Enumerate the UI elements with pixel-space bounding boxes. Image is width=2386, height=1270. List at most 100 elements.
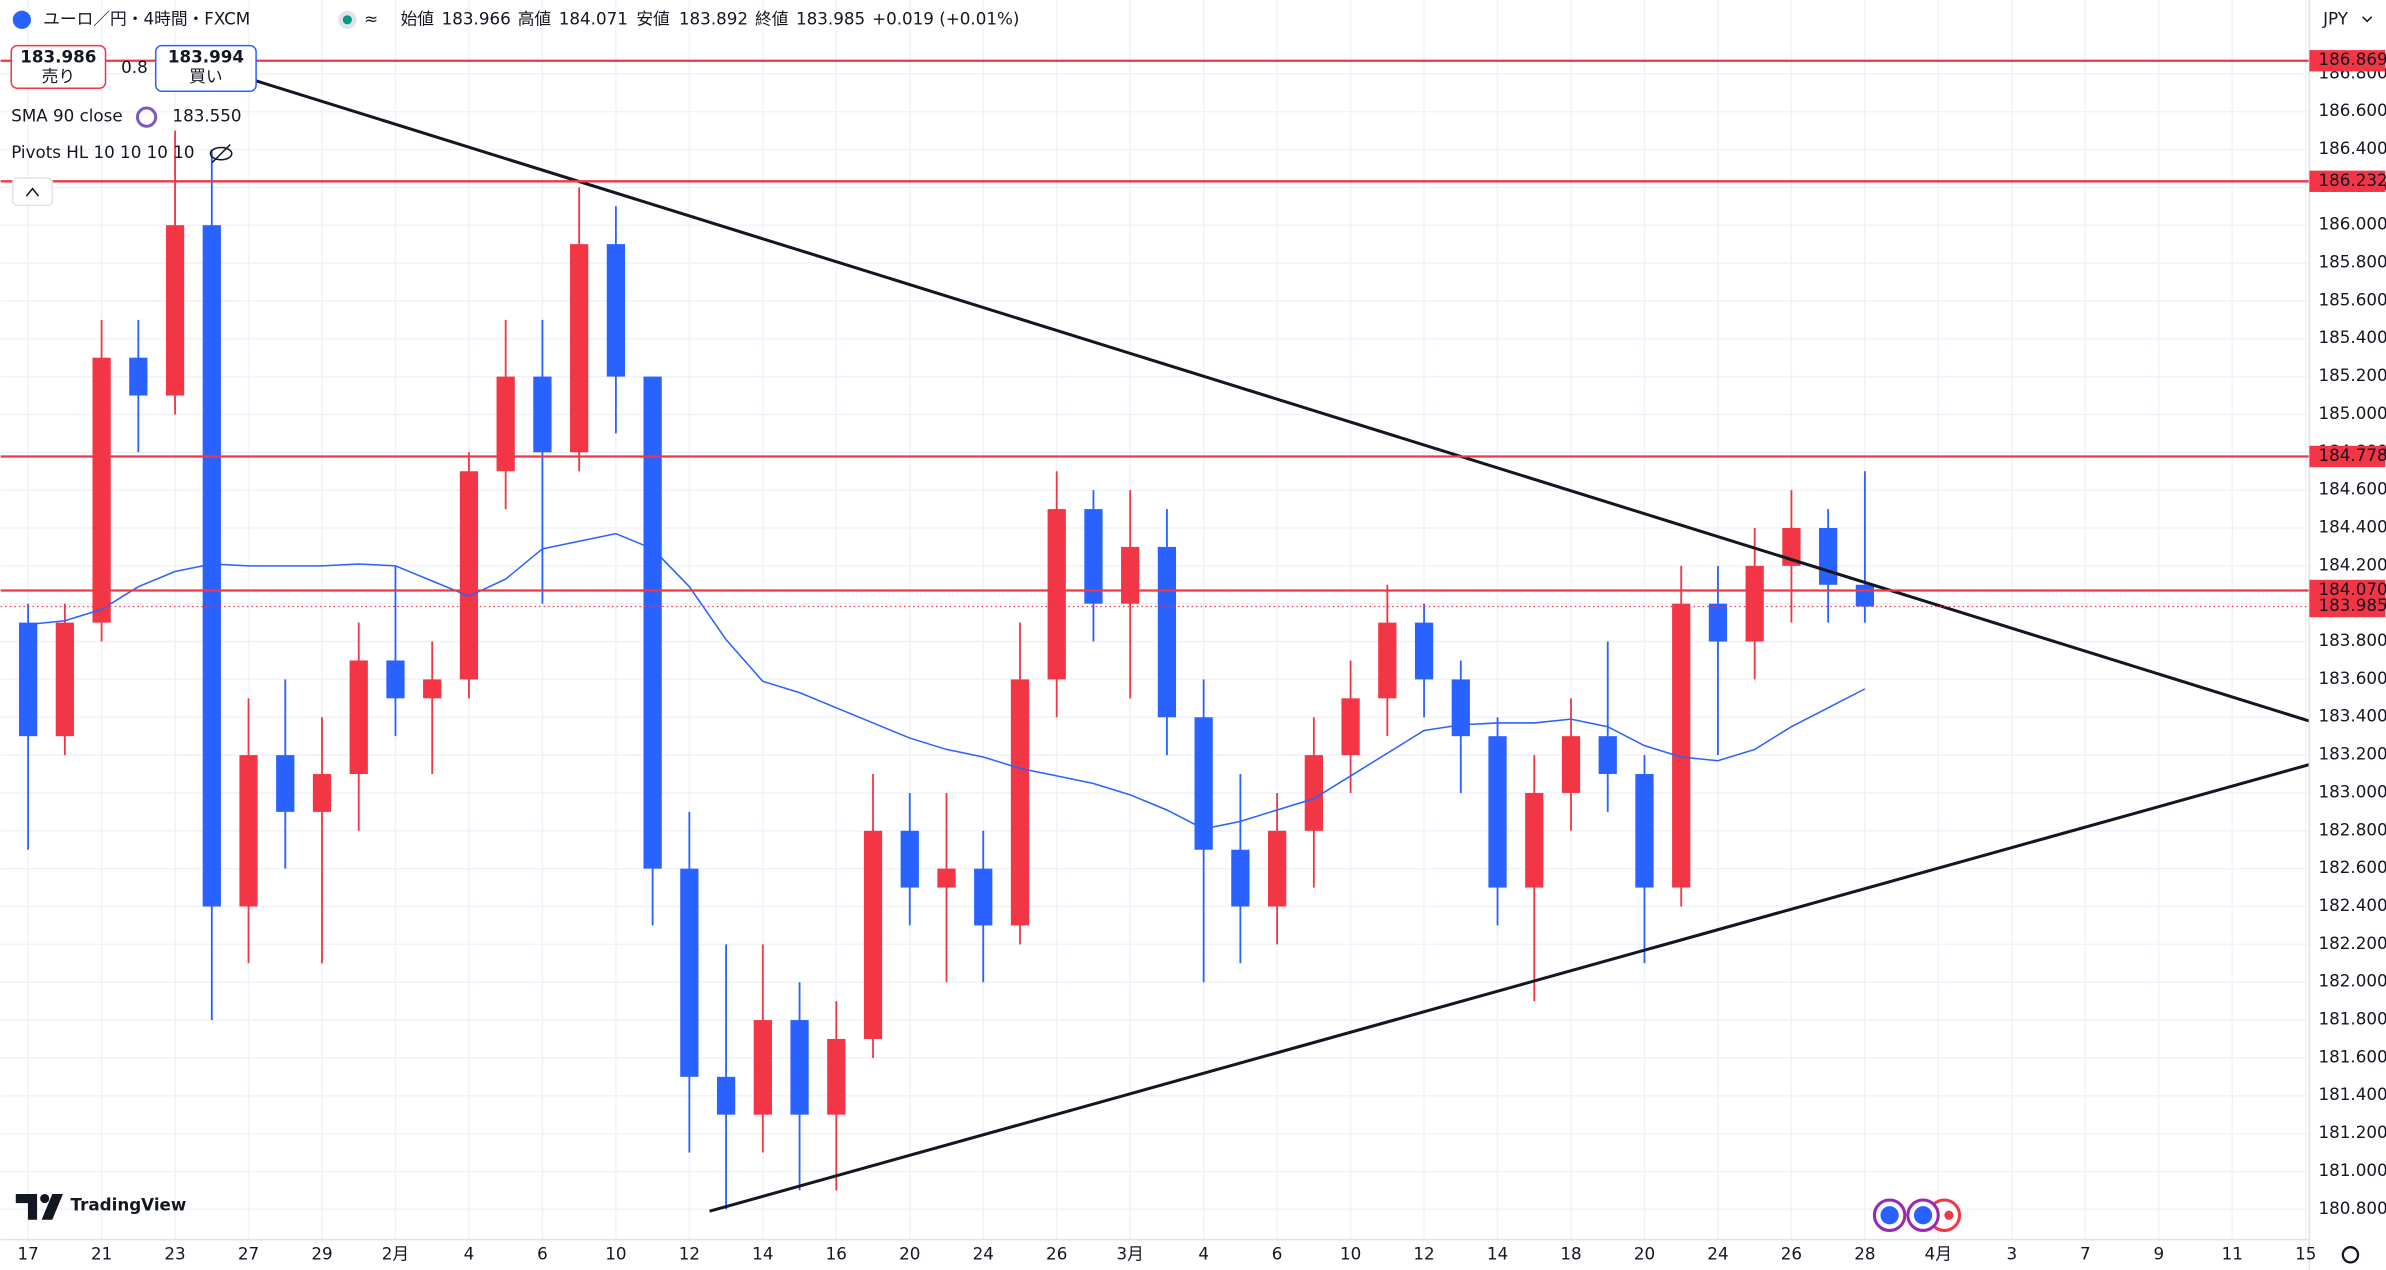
x-tick-label: 12 [679,1243,700,1263]
hide-icon[interactable] [209,146,233,161]
level-label: 186.232 [2319,170,2386,190]
symbol-icon [12,10,31,29]
candle-body [129,357,148,396]
x-tick-label: 6 [537,1243,548,1263]
x-tick-label: 6 [1272,1243,1283,1263]
candle-body [423,679,442,699]
y-tick-label: 183.800 [2319,630,2386,650]
x-tick-label: 26 [1781,1243,1802,1263]
candle-body [1672,603,1691,888]
currency[interactable]: JPY [2322,8,2349,28]
level-label: 184.070 [2319,579,2386,599]
y-tick-label: 181.400 [2319,1084,2386,1104]
candle-body [1855,584,1875,607]
candle-body [349,660,368,775]
y-tick-label: 182.200 [2319,933,2386,953]
x-tick-label: 3 [2007,1243,2018,1263]
y-tick-label: 185.600 [2319,289,2386,309]
y-tick-label: 181.200 [2319,1122,2386,1142]
candle-body [900,830,919,888]
x-tick-label: 12 [1413,1243,1434,1263]
candle-body [827,1038,846,1115]
buy-price: 183.994 [168,46,244,66]
y-tick-label: 185.400 [2319,327,2386,347]
ohlc-value: 184.071 [559,8,628,28]
y-tick-label: 185.800 [2319,252,2386,272]
candle-body [863,830,883,1039]
x-tick-label: 20 [1634,1243,1655,1263]
candle-body [680,868,699,1077]
axes: 180.800 181.000 181.200 181.400 181.600 181.8… [17,49,2386,1263]
indicator-icon[interactable] [135,106,158,128]
y-tick-label: 182.000 [2319,971,2386,991]
candle-body [606,244,626,377]
x-tick-label: 10 [605,1243,626,1263]
y-tick-label: 183.200 [2319,744,2386,764]
x-tick-label: 10 [1340,1243,1361,1263]
sell-label: 売り [42,66,75,86]
y-tick-label: 184.200 [2319,554,2386,574]
x-tick-label: 7 [2080,1243,2091,1263]
x-tick-label: 2月 [382,1243,409,1263]
market-open-dot [342,15,352,25]
x-tick-label: 28 [1854,1243,1875,1263]
candle-body [753,1020,772,1115]
level-label-bg [2309,50,2386,72]
x-tick-label: 4月 [1925,1243,1952,1263]
y-tick-label: 186.600 [2319,100,2386,120]
candle-body [570,244,589,453]
candle-body [1194,717,1213,850]
candle-body [1010,679,1030,926]
trendline [251,78,2310,723]
sma-line [28,532,1866,830]
y-tick-label: 182.400 [2319,895,2386,915]
x-tick-label: 14 [1487,1243,1508,1263]
x-tick-label: 3月 [1117,1243,1144,1263]
logo-dot [40,1193,50,1204]
candle-body [239,755,258,907]
y-tick-label: 182.800 [2319,819,2386,839]
candle-body [1708,603,1728,642]
candle-body [276,755,295,812]
y-tick-label: 183.000 [2319,781,2386,801]
x-tick-label: 4 [1198,1243,1209,1263]
event-marker-icon [1880,1206,1899,1225]
candle-body [92,357,111,623]
ohlc-label: 終値 [755,8,789,28]
settings-button[interactable] [2341,1246,2360,1264]
candle-body [1561,736,1581,793]
y-tick-label: 183.600 [2319,668,2386,688]
x-tick-label: 23 [164,1243,185,1263]
currency-menu-icon [2362,16,2373,23]
sell-button[interactable] [10,44,107,89]
y-tick-label: 182.600 [2319,857,2386,877]
x-tick-label: 14 [752,1243,773,1263]
y-tick-label: 184.600 [2319,479,2386,499]
hide-icon-slash [211,143,231,164]
candle-body [716,1076,736,1115]
x-tick-label: 17 [17,1243,38,1263]
y-tick-label: 180.800 [2319,1198,2386,1218]
event-marker-icon [1913,1206,1933,1225]
candle-body [643,376,662,869]
indicator-name: SMA 90 close [11,106,122,126]
x-tick-label: 26 [1046,1243,1067,1263]
y-tick-label: 183.400 [2319,706,2386,726]
candle-body [1267,830,1287,907]
x-tick-label: 21 [91,1243,112,1263]
y-tick-label: 185.200 [2319,365,2386,385]
candle-body [1341,698,1360,756]
collapse-button[interactable] [11,177,54,207]
candle-body [1157,546,1177,718]
buy-button[interactable] [154,44,257,93]
buy-label: 買い [189,66,222,86]
candle-body [386,660,405,699]
candle-body [1782,528,1801,566]
candle-body [165,225,185,396]
level-label-bg [2309,579,2386,602]
candle-body [1819,528,1838,585]
candle-body [1525,792,1544,888]
candle-body [1635,774,1654,888]
candle-body [18,622,38,737]
x-tick-label: 9 [2153,1243,2164,1263]
